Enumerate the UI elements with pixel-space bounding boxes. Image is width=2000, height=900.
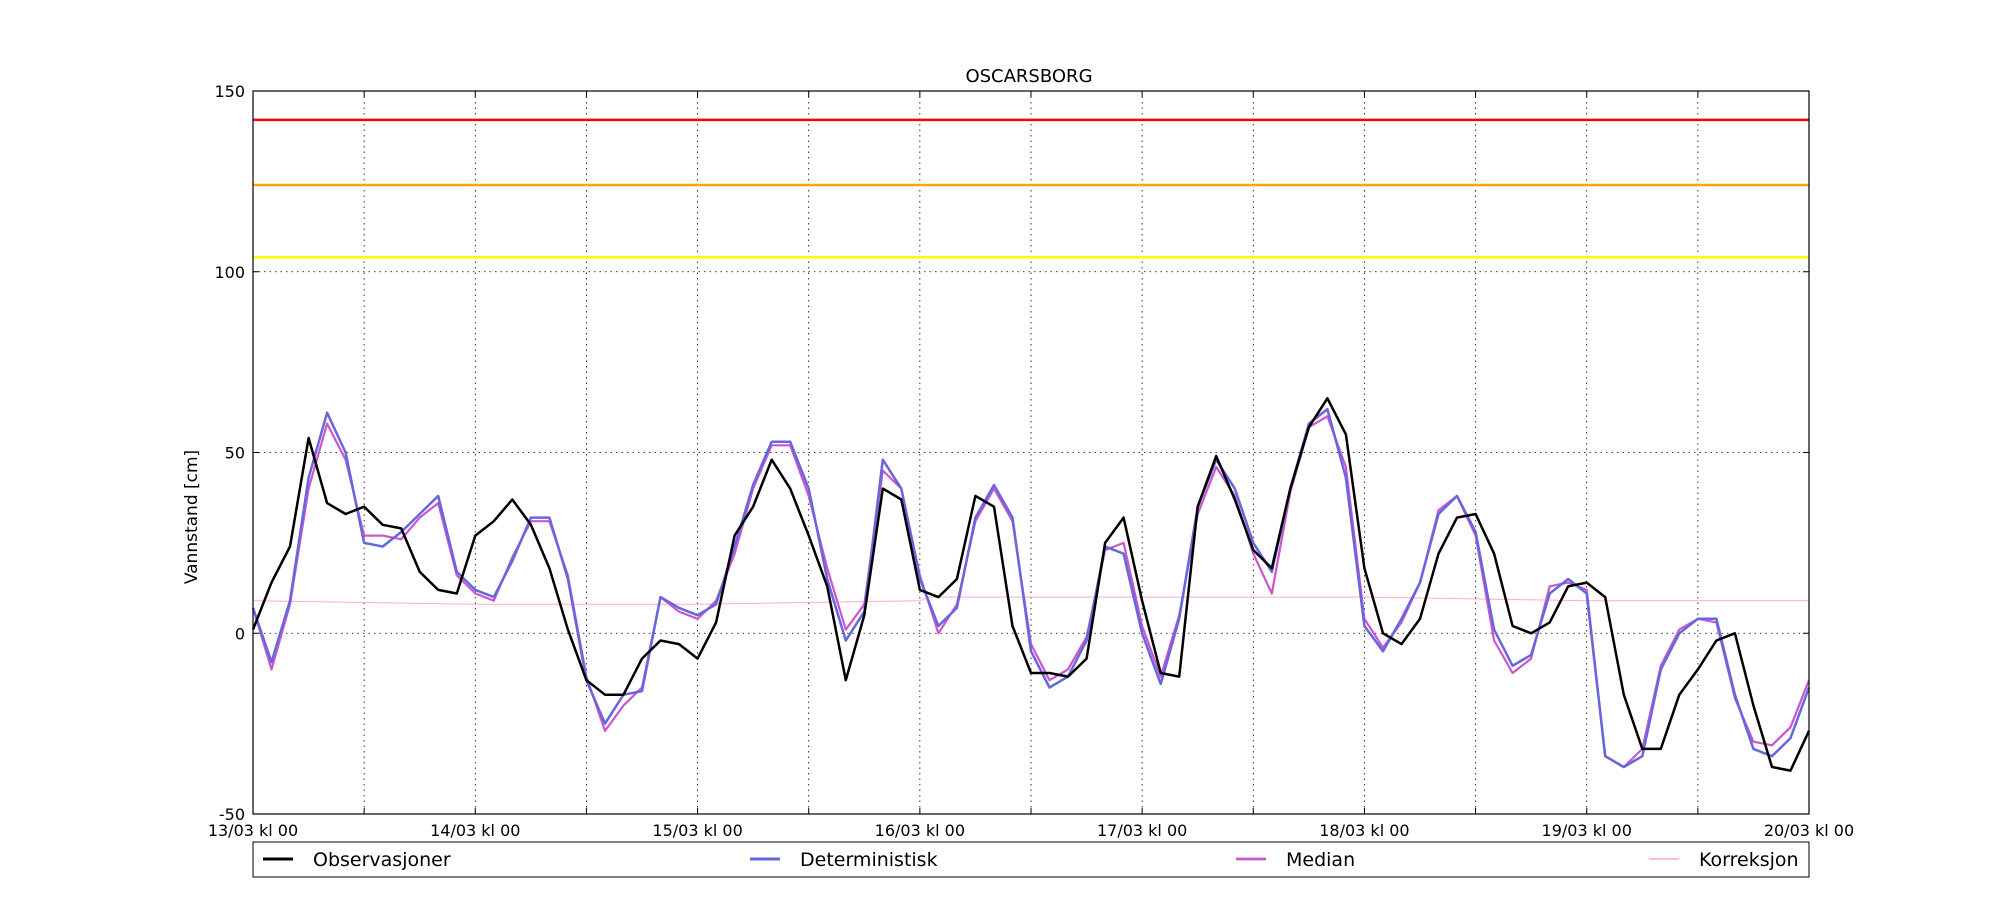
- x-tick-label: 13/03 kl 00: [208, 821, 298, 840]
- series-line-korreksjon: [252, 596, 1809, 605]
- x-tick-label: 15/03 kl 00: [652, 821, 742, 840]
- legend-label: Korreksjon: [1699, 849, 1799, 871]
- y-tick-label: -50: [219, 805, 245, 824]
- series-line-observasjoner: [251, 397, 1811, 772]
- legend-frame: [252, 841, 1810, 878]
- y-tick-label: 0: [235, 624, 245, 643]
- legend-label: Observasjoner: [313, 849, 451, 871]
- plot-frame: [252, 90, 1810, 815]
- chart-title: OSCARSBORG: [965, 66, 1092, 87]
- x-tick-label: 19/03 kl 00: [1542, 821, 1632, 840]
- y-tick-label: 50: [225, 444, 245, 463]
- threshold-lines: [253, 118, 1809, 259]
- grid: [253, 91, 1809, 814]
- legend-label: Median: [1286, 849, 1355, 871]
- series-lines: [251, 397, 1811, 772]
- axis-ticks: -50 0 50 100 150 13/03 kl 00 14/03 kl 00 15/03 …: [208, 82, 1854, 840]
- x-tick-label: 14/03 kl 00: [430, 821, 520, 840]
- legend: Observasjoner Deterministisk Median Korreks…: [252, 841, 1810, 878]
- x-tick-label: 17/03 kl 00: [1097, 821, 1187, 840]
- legend-label: Deterministisk: [800, 849, 938, 871]
- y-tick-label: 100: [214, 263, 245, 282]
- series-line-deterministisk: [251, 407, 1811, 769]
- y-axis-label: Vannstand [cm]: [182, 450, 202, 584]
- x-tick-label: 20/03 kl 00: [1764, 821, 1854, 840]
- y-tick-label: 150: [214, 82, 245, 101]
- x-tick-label: 18/03 kl 00: [1319, 821, 1409, 840]
- x-tick-label: 16/03 kl 00: [875, 821, 965, 840]
